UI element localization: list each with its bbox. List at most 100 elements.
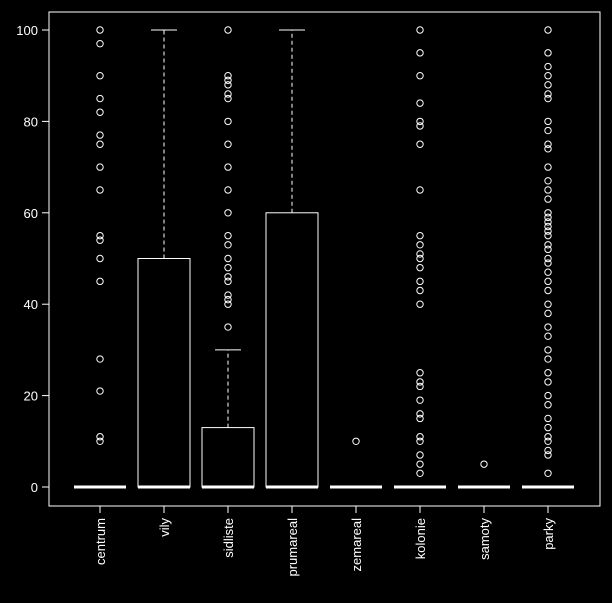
- outlier-point: [544, 227, 552, 235]
- outlier-point: [224, 76, 232, 84]
- box-centrum: [74, 26, 126, 489]
- outlier-point: [416, 369, 424, 377]
- outlier-point: [544, 62, 552, 71]
- x-tick-label: kolonie: [413, 518, 428, 559]
- outlier-point: [544, 268, 552, 276]
- outlier-point: [544, 177, 552, 185]
- y-axis: 0 20 40 60 80 100: [16, 23, 50, 495]
- x-tick-label: parky: [541, 518, 556, 550]
- iqr-box: [137, 258, 191, 488]
- plot-frame: [48, 11, 601, 507]
- outlier-point: [224, 72, 232, 80]
- outlier-point: [544, 346, 552, 354]
- box-prumareal: [265, 29, 319, 489]
- outlier-point: [96, 163, 104, 171]
- outlier-point: [224, 26, 232, 34]
- outlier-point: [416, 382, 424, 391]
- outlier-point: [544, 378, 552, 386]
- y-tick-label: 100: [16, 23, 38, 38]
- box-zemareal: [330, 437, 382, 489]
- outlier-point: [544, 391, 552, 400]
- outlier-point: [544, 209, 552, 217]
- outlier-point: [544, 72, 552, 80]
- outlier-point: [544, 94, 552, 103]
- outlier-point: [224, 163, 232, 171]
- outlier-point: [96, 26, 104, 34]
- outlier-point: [544, 414, 552, 423]
- outlier-point: [544, 117, 552, 126]
- outlier-point: [544, 140, 552, 148]
- outlier-point: [224, 140, 232, 148]
- outlier-point: [544, 222, 552, 231]
- outlier-point: [416, 122, 424, 130]
- x-tick-label: sidliste: [221, 518, 236, 558]
- outlier-point: [416, 414, 424, 423]
- y-tick-label: 20: [24, 389, 38, 404]
- x-tick-label: vily: [157, 518, 172, 537]
- outlier-point: [96, 140, 104, 148]
- outlier-point: [416, 286, 424, 295]
- x-tick-label: samoty: [477, 518, 492, 560]
- outlier-point: [544, 213, 552, 222]
- outlier-point: [544, 446, 552, 455]
- outlier-point: [96, 236, 104, 244]
- outlier-point: [224, 291, 232, 299]
- outlier-point: [416, 451, 424, 459]
- outlier-point: [416, 254, 424, 263]
- box-kolonie: [394, 26, 446, 489]
- outlier-point: [480, 460, 488, 468]
- outlier-point: [544, 231, 552, 240]
- outlier-point: [416, 117, 424, 126]
- outlier-point: [544, 90, 552, 98]
- outlier-point: [416, 378, 424, 386]
- x-axis: centrum vily sidliste prumareal zemareal kolo…: [93, 505, 556, 577]
- outlier-point: [416, 469, 424, 477]
- outlier-point: [224, 254, 232, 263]
- outlier-point: [544, 186, 552, 194]
- outlier-point: [224, 323, 232, 331]
- outlier-point: [544, 309, 552, 318]
- outlier-point: [416, 26, 424, 34]
- outlier-point: [544, 218, 552, 226]
- iqr-box: [201, 427, 255, 488]
- outlier-point: [416, 460, 424, 468]
- outlier-point: [416, 277, 424, 286]
- outlier-point: [96, 40, 104, 48]
- outlier-point: [224, 277, 232, 286]
- outlier-point: [544, 277, 552, 286]
- outlier-point: [544, 369, 552, 377]
- outlier-point: [224, 273, 232, 281]
- outlier-point: [416, 231, 424, 240]
- outlier-point: [544, 26, 552, 34]
- outlier-point: [544, 433, 552, 441]
- outlier-point: [96, 433, 104, 441]
- outlier-point: [224, 231, 232, 240]
- outlier-point: [544, 259, 552, 267]
- box-parky: [522, 26, 574, 489]
- outlier-point: [416, 263, 424, 272]
- outlier-point: [416, 250, 424, 258]
- outlier-point: [224, 186, 232, 194]
- outlier-point: [416, 49, 424, 57]
- outlier-point: [416, 186, 424, 194]
- x-tick-label: zemareal: [349, 518, 364, 572]
- outlier-point: [96, 387, 104, 395]
- outlier-point: [544, 332, 552, 340]
- outlier-point: [544, 245, 552, 254]
- outlier-point: [224, 90, 232, 98]
- outlier-point: [224, 241, 232, 249]
- outlier-point: [96, 277, 104, 286]
- outlier-point: [544, 401, 552, 409]
- outlier-point: [96, 72, 104, 80]
- y-tick-label: 60: [24, 206, 38, 221]
- outlier-point: [416, 72, 424, 80]
- outlier-point: [96, 355, 104, 363]
- outlier-point: [352, 437, 360, 445]
- outlier-point: [544, 355, 552, 363]
- outlier-point: [416, 410, 424, 418]
- outlier-point: [96, 186, 104, 194]
- outlier-point: [96, 437, 104, 445]
- outlier-point: [544, 163, 552, 171]
- outlier-point: [544, 145, 552, 153]
- outlier-point: [224, 81, 232, 89]
